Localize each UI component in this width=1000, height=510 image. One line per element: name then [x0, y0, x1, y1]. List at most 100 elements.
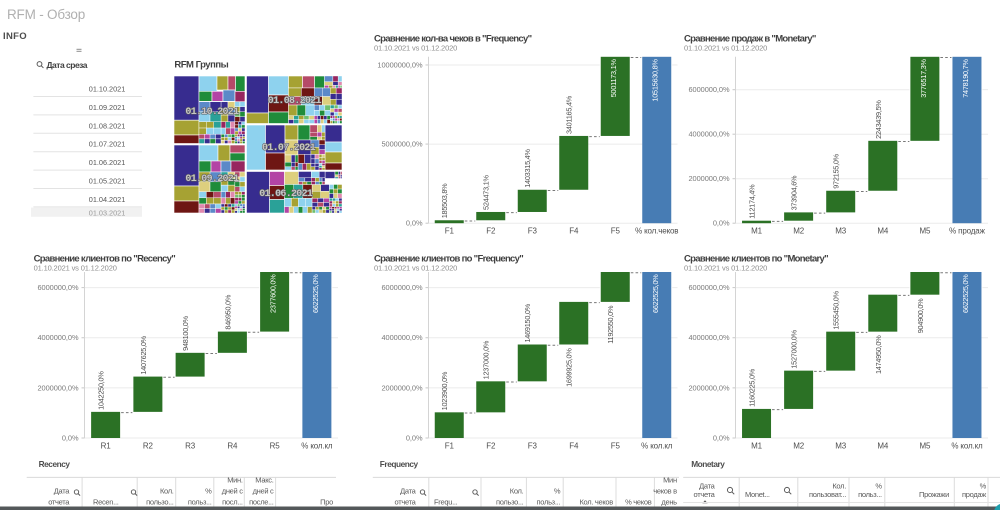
svg-text:% чеков: % чеков	[625, 498, 652, 507]
svg-text:1237000,0%: 1237000,0%	[482, 340, 491, 379]
svg-text:1160225,0%: 1160225,0%	[748, 368, 757, 407]
svg-text:F1: F1	[445, 442, 455, 451]
svg-text:M5: M5	[919, 227, 931, 236]
svg-text:01.03.2021: 01.03.2021	[89, 209, 126, 218]
svg-text:% кол.кл: % кол.кл	[951, 442, 983, 451]
svg-text:%: %	[875, 482, 882, 491]
svg-text:Кол. чеков: Кол. чеков	[579, 498, 613, 507]
svg-text:польз...: польз...	[188, 498, 212, 507]
svg-text:M2: M2	[793, 442, 805, 451]
svg-text:отчета: отчета	[395, 498, 417, 507]
svg-text:R2: R2	[143, 442, 154, 451]
svg-text:INFO: INFO	[3, 31, 27, 42]
svg-text:01.10.2021 vs 01.12.2020: 01.10.2021 vs 01.12.2020	[684, 44, 767, 53]
svg-text:Сравнение клиентов по "Frequen: Сравнение клиентов по "Frequency"	[374, 254, 523, 265]
svg-text:M3: M3	[835, 442, 847, 451]
svg-text:F4: F4	[569, 227, 579, 236]
svg-text:Мин.: Мин.	[227, 476, 243, 485]
svg-text:отчета: отчета	[48, 498, 70, 507]
svg-text:01.06.2021: 01.06.2021	[259, 189, 313, 200]
svg-text:отчета: отчета	[694, 490, 716, 499]
svg-text:2000000,0%: 2000000,0%	[688, 174, 729, 183]
svg-text:R1: R1	[101, 442, 112, 451]
svg-text:01.10.2021 vs 01.12.2020: 01.10.2021 vs 01.12.2020	[374, 44, 457, 53]
svg-text:F2: F2	[486, 442, 496, 451]
svg-text:2243439,5%: 2243439,5%	[874, 100, 883, 139]
svg-text:0,0%: 0,0%	[713, 219, 730, 228]
svg-text:F5: F5	[611, 227, 621, 236]
svg-text:1407625,0%: 1407625,0%	[139, 335, 148, 374]
svg-text:Сравнение продаж в "Monetary": Сравнение продаж в "Monetary"	[684, 34, 816, 45]
svg-text:5001173,1%: 5001173,1%	[609, 59, 618, 98]
svg-text:пользоват...: пользоват...	[809, 490, 846, 499]
svg-text:904900,0%: 904900,0%	[916, 298, 925, 333]
svg-text:F4: F4	[569, 442, 579, 451]
svg-text:0,0%: 0,0%	[62, 434, 79, 443]
svg-text:F3: F3	[528, 227, 538, 236]
svg-text:6622525,0%: 6622525,0%	[311, 274, 320, 313]
svg-text:1555450,0%: 1555450,0%	[832, 290, 841, 329]
svg-text:6000000,0%: 6000000,0%	[688, 283, 729, 292]
svg-text:% кол.кл: % кол.кл	[301, 442, 333, 451]
svg-text:1699925,0%: 1699925,0%	[565, 348, 574, 387]
svg-text:01.08.2021: 01.08.2021	[268, 96, 322, 107]
svg-text:01.10.2021 vs 01.12.2020: 01.10.2021 vs 01.12.2020	[684, 264, 767, 273]
svg-text:Прожажи: Прожажи	[919, 490, 949, 499]
svg-text:0,0%: 0,0%	[406, 219, 423, 228]
svg-text:1403315,4%: 1403315,4%	[523, 149, 532, 188]
svg-text:пользо...: пользо...	[146, 498, 174, 507]
svg-text:4000000,0%: 4000000,0%	[688, 333, 729, 342]
svg-text:1192550,0%: 1192550,0%	[606, 305, 615, 344]
svg-text:Дата: Дата	[400, 487, 417, 496]
svg-text:112174,4%: 112174,4%	[748, 184, 757, 219]
svg-text:польз...: польз...	[537, 498, 561, 507]
svg-text:M1: M1	[751, 442, 763, 451]
svg-text:день: день	[661, 498, 677, 507]
svg-text:0,0%: 0,0%	[406, 434, 423, 443]
svg-text:Кол.: Кол.	[832, 482, 846, 491]
svg-text:посл...: посл...	[222, 498, 243, 507]
svg-text:6622525,0%: 6622525,0%	[651, 274, 660, 313]
svg-text:Monet...: Monet...	[745, 490, 770, 499]
svg-text:M4: M4	[877, 442, 889, 451]
svg-text:3776517,3%: 3776517,3%	[919, 59, 928, 98]
svg-text:2377600,0%: 2377600,0%	[269, 274, 278, 313]
svg-text:F1: F1	[445, 227, 455, 236]
svg-text:10515630,8%: 10515630,8%	[651, 59, 660, 102]
svg-text:2000000,0%: 2000000,0%	[37, 383, 78, 392]
svg-text:4000000,0%: 4000000,0%	[381, 333, 422, 342]
svg-text:% кол.чеков: % кол.чеков	[635, 227, 678, 236]
svg-text:% кол.кл: % кол.кл	[641, 442, 673, 451]
svg-text:Сравнение клиентов по "Recency: Сравнение клиентов по "Recency"	[34, 254, 176, 265]
svg-text:972155,0%: 972155,0%	[832, 153, 841, 188]
svg-text:Кол.: Кол.	[160, 487, 174, 496]
svg-text:2000000,0%: 2000000,0%	[381, 383, 422, 392]
svg-text:Сравнение клиентов по "Monetar: Сравнение клиентов по "Monetary"	[684, 254, 828, 265]
svg-text:Recen...: Recen...	[93, 498, 119, 507]
svg-text:01.09.2021: 01.09.2021	[89, 103, 126, 112]
svg-text:6000000,0%: 6000000,0%	[37, 283, 78, 292]
svg-text:6000000,0%: 6000000,0%	[381, 283, 422, 292]
svg-text:F2: F2	[486, 227, 496, 236]
svg-text:%: %	[980, 482, 987, 491]
svg-text:01.07.2021: 01.07.2021	[89, 140, 126, 149]
svg-text:польз...: польз...	[858, 490, 882, 499]
svg-text:846950,0%: 846950,0%	[223, 294, 232, 329]
svg-text:M1: M1	[751, 227, 763, 236]
svg-text:Monetary: Monetary	[691, 459, 725, 469]
svg-text:1023900,0%: 1023900,0%	[440, 371, 449, 410]
svg-text:01.08.2021: 01.08.2021	[89, 121, 126, 130]
svg-text:01.10.2021 vs 01.12.2020: 01.10.2021 vs 01.12.2020	[374, 264, 457, 273]
svg-text:6000000,0%: 6000000,0%	[688, 85, 729, 94]
svg-text:2000000,0%: 2000000,0%	[688, 383, 729, 392]
svg-text:M4: M4	[877, 227, 889, 236]
svg-text:01.04.2021: 01.04.2021	[89, 195, 126, 204]
svg-text:7478190,7%: 7478190,7%	[961, 59, 970, 98]
svg-text:01.10.2021 vs 01.12.2020: 01.10.2021 vs 01.12.2020	[34, 264, 117, 273]
svg-text:1474950,0%: 1474950,0%	[874, 335, 883, 374]
svg-text:Кол.: Кол.	[510, 487, 524, 496]
svg-text:01.06.2021: 01.06.2021	[89, 158, 126, 167]
svg-text:M2: M2	[793, 227, 805, 236]
svg-text:4000000,0%: 4000000,0%	[688, 130, 729, 139]
svg-text:01.10.2021: 01.10.2021	[185, 107, 239, 118]
